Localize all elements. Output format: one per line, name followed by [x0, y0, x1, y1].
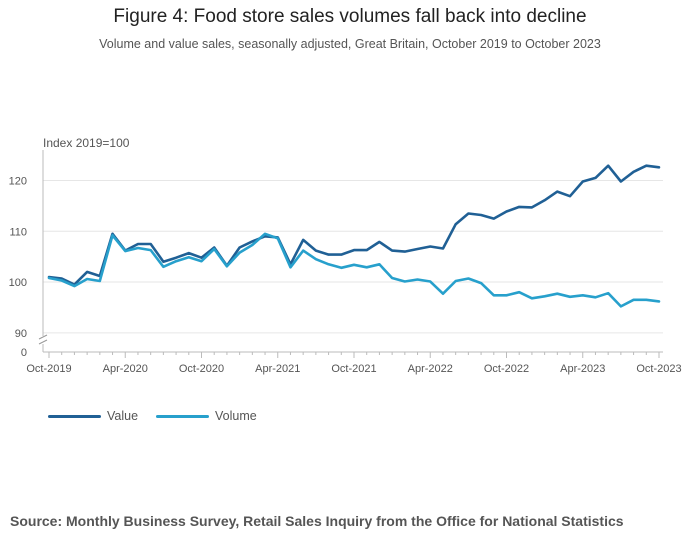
chart-subtitle: Volume and value sales, seasonally adjus…: [99, 37, 601, 51]
legend-swatch-value: [48, 415, 101, 419]
series-line-value[interactable]: [47, 164, 661, 286]
legend-label-volume: Volume: [215, 409, 257, 423]
x-tick-label: Oct-2019: [26, 363, 71, 375]
legend-swatch-volume: [156, 415, 209, 419]
chart-title: Figure 4: Food store sales volumes fall …: [113, 6, 587, 27]
x-tick-label: Apr-2020: [103, 363, 148, 375]
series-line-volume[interactable]: [47, 232, 661, 308]
x-tick-label: Apr-2022: [408, 363, 453, 375]
x-tick-label: Apr-2023: [560, 363, 605, 375]
series-lines: [47, 164, 661, 308]
x-tick-label: Oct-2021: [331, 363, 376, 375]
y-tick-label-110: 110: [9, 226, 27, 238]
x-tick-label: Apr-2021: [255, 363, 300, 375]
y-tick-label-100: 100: [9, 277, 27, 289]
y-axis-ticks: 90 100 110 120 0: [9, 175, 27, 359]
y-tick-label-90: 90: [15, 328, 27, 340]
axis-break-mark: [38, 339, 48, 345]
x-tick-label: Oct-2023: [636, 363, 681, 375]
legend-item-volume[interactable]: Volume: [156, 409, 257, 423]
y-tick-label-120: 120: [9, 175, 27, 187]
gridlines: [43, 179, 663, 353]
x-tick-label: Oct-2022: [484, 363, 529, 375]
y-axis-label: Index 2019=100: [43, 136, 130, 150]
x-axis: Oct-2019 Apr-2020 Oct-2020 Apr-2021 Oct-2021…: [26, 150, 682, 375]
axis-break-mark: [38, 334, 48, 340]
y-tick-label-0: 0: [21, 347, 27, 359]
legend-item-value[interactable]: Value: [48, 409, 138, 423]
legend-label-value: Value: [107, 409, 139, 423]
x-tick-label: Oct-2020: [179, 363, 224, 375]
source-note: Source: Monthly Business Survey, Retail …: [10, 513, 624, 529]
